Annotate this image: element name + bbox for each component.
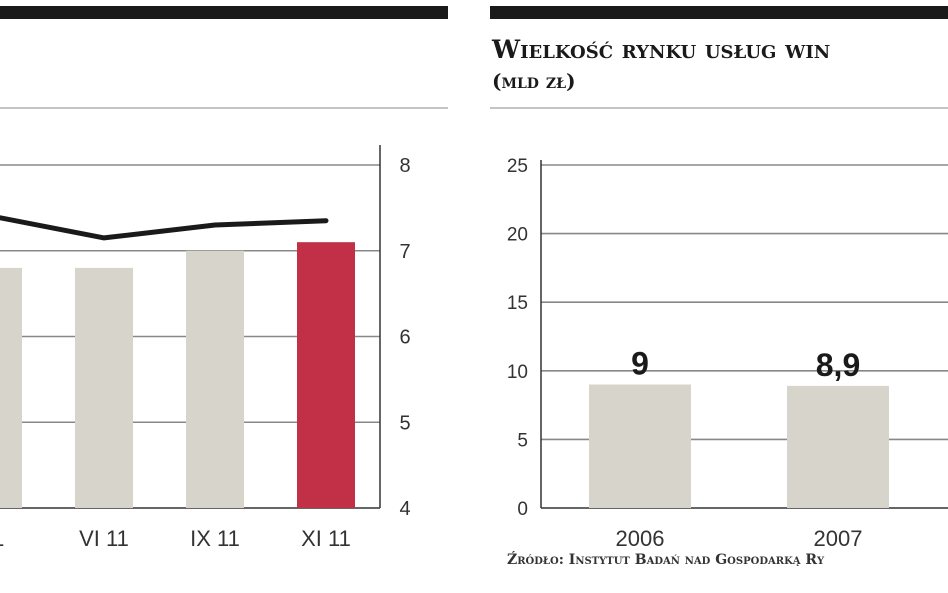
x-tick-label: IX 11: [190, 526, 240, 551]
source-note: Źródło: Instytut Badań nad Gospodarką Ry: [507, 550, 825, 568]
x-tick-label: 2007: [814, 526, 863, 551]
y-tick-label: 5: [517, 430, 528, 451]
left-chart-panel: 8 7 6 5 4 11 VI 11 IX 11 XI 11: [0, 6, 448, 551]
right-chart-panel: Wielkość rynku usług win (mld zł) Źródło…: [490, 6, 948, 568]
y-tick-label: 15: [507, 293, 528, 314]
y-tick-label: 5: [399, 412, 410, 434]
bar: [186, 250, 244, 508]
x-tick-label: XI 11: [301, 526, 351, 551]
data-label: 8,9: [816, 347, 860, 383]
series-line: [0, 215, 329, 241]
bar: [787, 385, 889, 508]
y-tick-label: 8: [399, 155, 410, 177]
x-tick-label: 2006: [616, 526, 665, 551]
y-tick-label: 6: [399, 327, 410, 349]
top-rule: [0, 6, 448, 19]
bar: [75, 267, 133, 508]
bar: [297, 242, 355, 509]
y-tick-label: 20: [507, 225, 528, 246]
bar: [0, 267, 22, 508]
y-tick-label: 10: [507, 362, 528, 383]
right-chart-title: Wielkość rynku usług win: [491, 35, 830, 64]
right-chart-subtitle: (mld zł): [492, 69, 576, 93]
y-tick-label: 4: [399, 498, 410, 520]
bar: [589, 384, 691, 508]
top-rule: [490, 6, 948, 19]
x-tick-label: 11: [0, 526, 4, 551]
y-tick-label: 25: [507, 156, 528, 177]
y-tick-label: 7: [399, 241, 410, 263]
y-tick-label: 0: [517, 499, 528, 520]
x-tick-label: VI 11: [79, 526, 129, 551]
data-label: 9: [631, 346, 649, 382]
